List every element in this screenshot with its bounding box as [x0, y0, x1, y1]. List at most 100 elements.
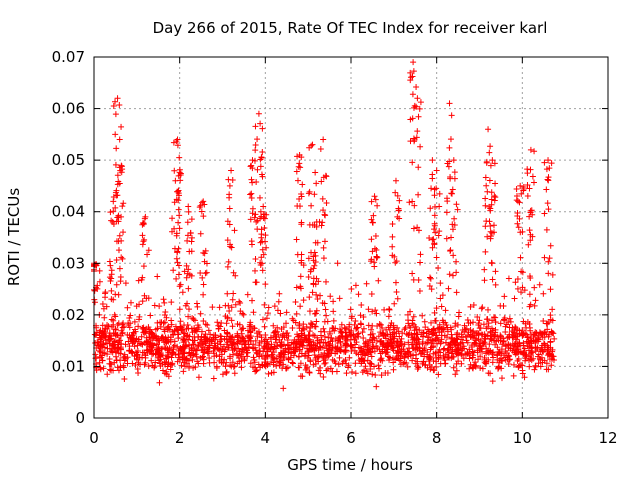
data-point	[495, 364, 502, 371]
data-point	[484, 332, 491, 339]
data-point	[108, 287, 115, 294]
data-point	[185, 203, 192, 210]
data-point	[426, 356, 433, 363]
data-point	[255, 110, 262, 117]
data-point	[315, 353, 322, 360]
data-point	[228, 304, 235, 311]
data-point	[368, 353, 375, 360]
data-point	[130, 338, 137, 345]
data-point	[490, 314, 497, 321]
data-point	[535, 336, 542, 343]
data-point	[340, 358, 347, 365]
data-point	[181, 330, 188, 337]
data-point	[154, 325, 161, 332]
data-point	[188, 216, 195, 223]
data-point	[132, 328, 139, 335]
data-point	[295, 364, 302, 371]
data-point	[479, 304, 486, 311]
data-point	[454, 336, 461, 343]
data-point	[544, 346, 551, 353]
data-point	[380, 341, 387, 348]
data-point	[329, 356, 336, 363]
data-point	[196, 204, 203, 211]
data-point	[373, 254, 380, 261]
data-point	[159, 333, 166, 340]
data-points	[91, 59, 558, 392]
data-point	[498, 346, 505, 353]
data-point	[174, 259, 181, 266]
data-point	[450, 252, 457, 259]
data-point	[369, 308, 376, 315]
data-point	[116, 136, 123, 143]
data-point	[410, 59, 417, 66]
data-point	[109, 341, 116, 348]
data-point	[152, 350, 159, 357]
data-point	[450, 157, 457, 164]
data-point	[198, 340, 205, 347]
data-point	[244, 291, 251, 298]
data-point	[127, 320, 134, 327]
data-point	[311, 191, 318, 198]
data-point	[274, 324, 281, 331]
data-point	[248, 241, 255, 248]
data-point	[439, 292, 446, 299]
data-point	[139, 298, 146, 305]
data-point	[125, 338, 132, 345]
data-point	[220, 359, 227, 366]
data-point	[492, 281, 499, 288]
data-point	[179, 353, 186, 360]
data-point	[378, 372, 385, 379]
data-point	[500, 337, 507, 344]
data-point	[379, 324, 386, 331]
data-point	[145, 363, 152, 370]
data-point	[293, 236, 300, 243]
data-point	[415, 277, 422, 284]
data-point	[500, 302, 507, 309]
data-point	[407, 308, 414, 315]
data-point	[492, 194, 499, 201]
data-point	[485, 320, 492, 327]
data-point	[362, 363, 369, 370]
data-point	[184, 332, 191, 339]
data-point	[341, 324, 348, 331]
data-point	[157, 319, 164, 326]
data-point	[175, 354, 182, 361]
data-point	[521, 345, 528, 352]
data-point	[482, 174, 489, 181]
data-point	[370, 212, 377, 219]
data-point	[503, 349, 510, 356]
data-point	[514, 275, 521, 282]
data-point	[453, 360, 460, 367]
data-point	[284, 342, 291, 349]
data-point	[140, 324, 147, 331]
data-point	[389, 233, 396, 240]
data-point	[433, 305, 440, 312]
data-point	[516, 362, 523, 369]
data-point	[135, 323, 142, 330]
data-point	[181, 337, 188, 344]
data-point	[527, 327, 534, 334]
data-point	[543, 226, 550, 233]
data-point	[226, 221, 233, 228]
data-point	[280, 348, 287, 355]
data-point	[250, 354, 257, 361]
data-point	[375, 365, 382, 372]
data-point	[176, 169, 183, 176]
data-point	[541, 210, 548, 217]
data-point	[390, 329, 397, 336]
data-point	[168, 354, 175, 361]
data-point	[101, 314, 108, 321]
data-point	[343, 370, 350, 377]
data-point	[99, 343, 106, 350]
data-point	[185, 325, 192, 332]
data-point	[451, 222, 458, 229]
data-point	[320, 244, 327, 251]
data-point	[531, 284, 538, 291]
data-point	[327, 330, 334, 337]
data-point	[300, 321, 307, 328]
data-point	[252, 142, 259, 149]
data-point	[184, 237, 191, 244]
data-point	[239, 325, 246, 332]
data-point	[206, 342, 213, 349]
data-point	[97, 366, 104, 373]
